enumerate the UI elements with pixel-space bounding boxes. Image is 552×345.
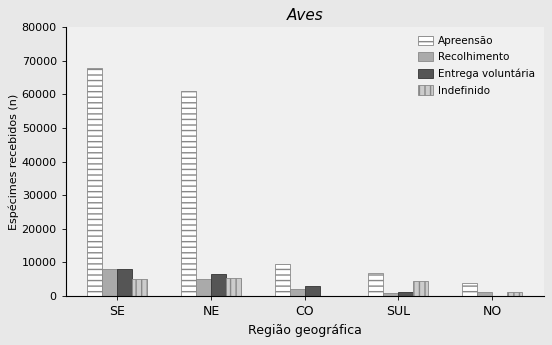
Bar [413, 281, 428, 296]
Bar [290, 289, 305, 296]
Bar [181, 91, 196, 296]
Bar [275, 264, 290, 296]
Bar [196, 279, 211, 296]
Bar [103, 269, 118, 296]
Bar [384, 293, 399, 296]
Bar [462, 283, 477, 296]
X-axis label: Região geográfica: Região geográfica [248, 324, 362, 337]
Legend: Apreensão, Recolhimento, Entrega voluntária, Indefinido: Apreensão, Recolhimento, Entrega voluntá… [415, 32, 538, 99]
Y-axis label: Espécimes recebidos (n): Espécimes recebidos (n) [8, 93, 19, 230]
Bar [399, 292, 413, 296]
Bar [477, 292, 492, 296]
Title: Aves: Aves [286, 8, 323, 23]
Bar [368, 273, 384, 296]
Bar [132, 279, 147, 296]
Bar [87, 68, 103, 296]
Bar [118, 269, 132, 296]
Bar [211, 274, 226, 296]
Bar [507, 292, 522, 296]
Bar [305, 286, 320, 296]
Bar [226, 278, 241, 296]
